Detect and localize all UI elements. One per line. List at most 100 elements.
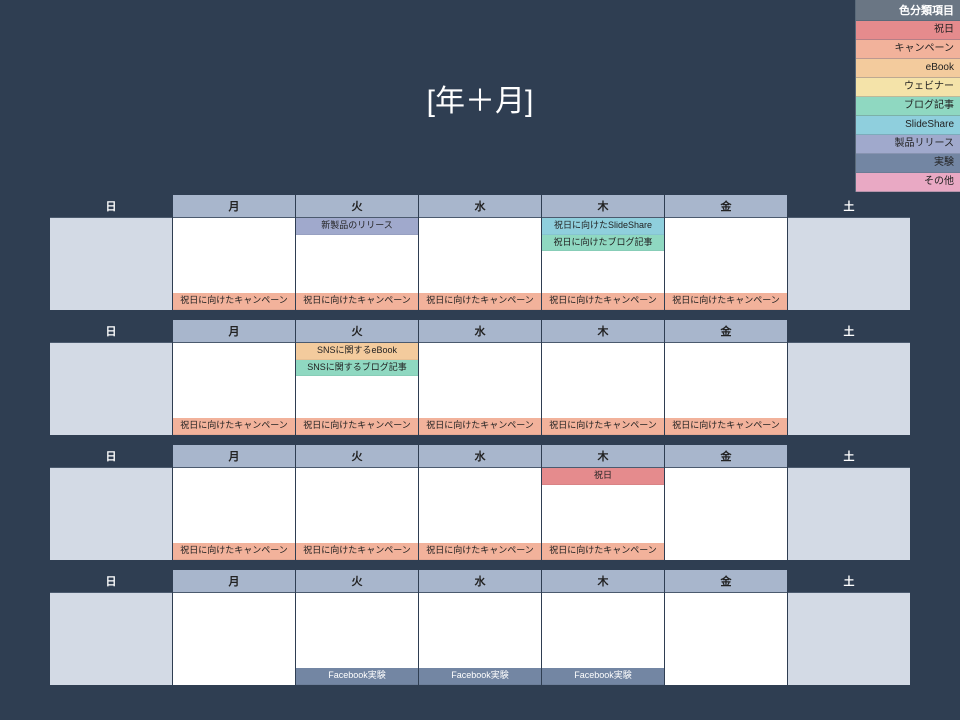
day-header: 火 <box>296 320 418 343</box>
day-cell[interactable]: 祝日に向けたキャンペーン <box>173 218 295 310</box>
events-bottom: 祝日に向けたキャンペーン <box>173 543 295 560</box>
day-cell[interactable] <box>788 218 910 310</box>
day-header: 金 <box>665 195 787 218</box>
event-campaign[interactable]: 祝日に向けたキャンペーン <box>296 543 418 560</box>
day-cell[interactable]: 祝日に向けたキャンペーン <box>665 343 787 435</box>
legend-item: その他 <box>856 173 960 192</box>
calendar-frame: 色分類項目 祝日キャンペーンeBookウェビナーブログ記事SlideShare製… <box>0 0 960 720</box>
day-cell[interactable]: Facebook実験 <box>296 593 418 685</box>
day-cell[interactable]: 新製品のリリース祝日に向けたキャンペーン <box>296 218 418 310</box>
day-cell[interactable] <box>665 468 787 560</box>
legend-item-label: キャンペーン <box>895 43 955 54</box>
day-cell[interactable]: 祝日に向けたキャンペーン <box>173 343 295 435</box>
day-cell[interactable]: Facebook実験 <box>542 593 664 685</box>
day-cell[interactable] <box>788 343 910 435</box>
day-cell[interactable] <box>173 593 295 685</box>
day-cell[interactable]: 祝日に向けたキャンペーン <box>542 343 664 435</box>
day-cell[interactable]: 祝日に向けたキャンペーン <box>296 468 418 560</box>
day-cell[interactable] <box>788 593 910 685</box>
event-campaign[interactable]: 祝日に向けたキャンペーン <box>665 418 787 435</box>
day-header: 日 <box>50 320 172 343</box>
day-header-row: 日月火水木金土 <box>50 445 910 468</box>
day-header: 土 <box>788 195 910 218</box>
day-header: 火 <box>296 570 418 593</box>
legend-item: 祝日 <box>856 21 960 40</box>
event-release[interactable]: 新製品のリリース <box>296 218 418 235</box>
event-campaign[interactable]: 祝日に向けたキャンペーン <box>419 293 541 310</box>
legend-item: 製品リリース <box>856 135 960 154</box>
day-cell[interactable]: Facebook実験 <box>419 593 541 685</box>
event-experiment[interactable]: Facebook実験 <box>296 668 418 685</box>
events-bottom: 祝日に向けたキャンペーン <box>542 543 664 560</box>
day-cells-row: 祝日に向けたキャンペーンSNSに関するeBookSNSに関するブログ記事祝日に向… <box>50 343 910 435</box>
event-ebook[interactable]: SNSに関するeBook <box>296 343 418 360</box>
event-blog[interactable]: 祝日に向けたブログ記事 <box>542 235 664 252</box>
event-campaign[interactable]: 祝日に向けたキャンペーン <box>542 293 664 310</box>
event-slideshare[interactable]: 祝日に向けたSlideShare <box>542 218 664 235</box>
legend: 色分類項目 祝日キャンペーンeBookウェビナーブログ記事SlideShare製… <box>855 0 960 192</box>
event-campaign[interactable]: 祝日に向けたキャンペーン <box>296 293 418 310</box>
day-header: 金 <box>665 445 787 468</box>
day-header: 日 <box>50 570 172 593</box>
legend-item: 実験 <box>856 154 960 173</box>
events-bottom: 祝日に向けたキャンペーン <box>419 293 541 310</box>
events-bottom: Facebook実験 <box>296 668 418 685</box>
day-cell[interactable] <box>665 593 787 685</box>
day-header: 水 <box>419 195 541 218</box>
event-experiment[interactable]: Facebook実験 <box>419 668 541 685</box>
legend-item-label: 祝日 <box>934 24 954 35</box>
day-header: 木 <box>542 320 664 343</box>
day-cell[interactable]: 祝日に向けたSlideShare祝日に向けたブログ記事祝日に向けたキャンペーン <box>542 218 664 310</box>
day-cell[interactable] <box>50 468 172 560</box>
day-header: 木 <box>542 195 664 218</box>
event-campaign[interactable]: 祝日に向けたキャンペーン <box>173 418 295 435</box>
legend-items: 祝日キャンペーンeBookウェビナーブログ記事SlideShare製品リリース実… <box>856 21 960 192</box>
legend-item: ウェビナー <box>856 78 960 97</box>
legend-item-label: 実験 <box>934 157 954 168</box>
event-blog[interactable]: SNSに関するブログ記事 <box>296 360 418 377</box>
day-cell[interactable]: 祝日に向けたキャンペーン <box>419 468 541 560</box>
legend-item-label: eBook <box>926 62 954 73</box>
day-header: 水 <box>419 570 541 593</box>
day-header: 土 <box>788 320 910 343</box>
event-campaign[interactable]: 祝日に向けたキャンペーン <box>419 418 541 435</box>
day-cell[interactable]: SNSに関するeBookSNSに関するブログ記事祝日に向けたキャンペーン <box>296 343 418 435</box>
event-campaign[interactable]: 祝日に向けたキャンペーン <box>296 418 418 435</box>
day-header: 火 <box>296 195 418 218</box>
day-cell[interactable] <box>50 593 172 685</box>
day-header: 金 <box>665 570 787 593</box>
event-campaign[interactable]: 祝日に向けたキャンペーン <box>419 543 541 560</box>
page-title: [年＋月] <box>427 76 534 120</box>
events-bottom: 祝日に向けたキャンペーン <box>542 293 664 310</box>
legend-item-label: その他 <box>924 176 954 187</box>
legend-item-label: 製品リリース <box>895 138 955 149</box>
day-cell[interactable] <box>50 343 172 435</box>
day-cell[interactable]: 祝日に向けたキャンペーン <box>419 343 541 435</box>
event-campaign[interactable]: 祝日に向けたキャンペーン <box>173 543 295 560</box>
event-holiday[interactable]: 祝日 <box>542 468 664 485</box>
day-header: 水 <box>419 320 541 343</box>
event-campaign[interactable]: 祝日に向けたキャンペーン <box>173 293 295 310</box>
day-cell[interactable]: 祝日に向けたキャンペーン <box>419 218 541 310</box>
week: 日月火水木金土祝日に向けたキャンペーンSNSに関するeBookSNSに関するブロ… <box>50 320 910 435</box>
day-header: 火 <box>296 445 418 468</box>
day-cell[interactable]: 祝日に向けたキャンペーン <box>173 468 295 560</box>
day-header-row: 日月火水木金土 <box>50 320 910 343</box>
day-cell[interactable]: 祝日祝日に向けたキャンペーン <box>542 468 664 560</box>
day-header-row: 日月火水木金土 <box>50 195 910 218</box>
legend-item-label: ブログ記事 <box>904 100 954 111</box>
event-campaign[interactable]: 祝日に向けたキャンペーン <box>542 418 664 435</box>
week: 日月火水木金土祝日に向けたキャンペーン新製品のリリース祝日に向けたキャンペーン祝… <box>50 195 910 310</box>
day-cell[interactable] <box>50 218 172 310</box>
events-bottom: Facebook実験 <box>419 668 541 685</box>
events-bottom: 祝日に向けたキャンペーン <box>173 418 295 435</box>
event-campaign[interactable]: 祝日に向けたキャンペーン <box>665 293 787 310</box>
events-bottom: 祝日に向けたキャンペーン <box>173 293 295 310</box>
day-header: 金 <box>665 320 787 343</box>
events-bottom: 祝日に向けたキャンペーン <box>296 293 418 310</box>
day-cell[interactable]: 祝日に向けたキャンペーン <box>665 218 787 310</box>
day-cell[interactable] <box>788 468 910 560</box>
event-experiment[interactable]: Facebook実験 <box>542 668 664 685</box>
events-top: 新製品のリリース <box>296 218 418 235</box>
event-campaign[interactable]: 祝日に向けたキャンペーン <box>542 543 664 560</box>
